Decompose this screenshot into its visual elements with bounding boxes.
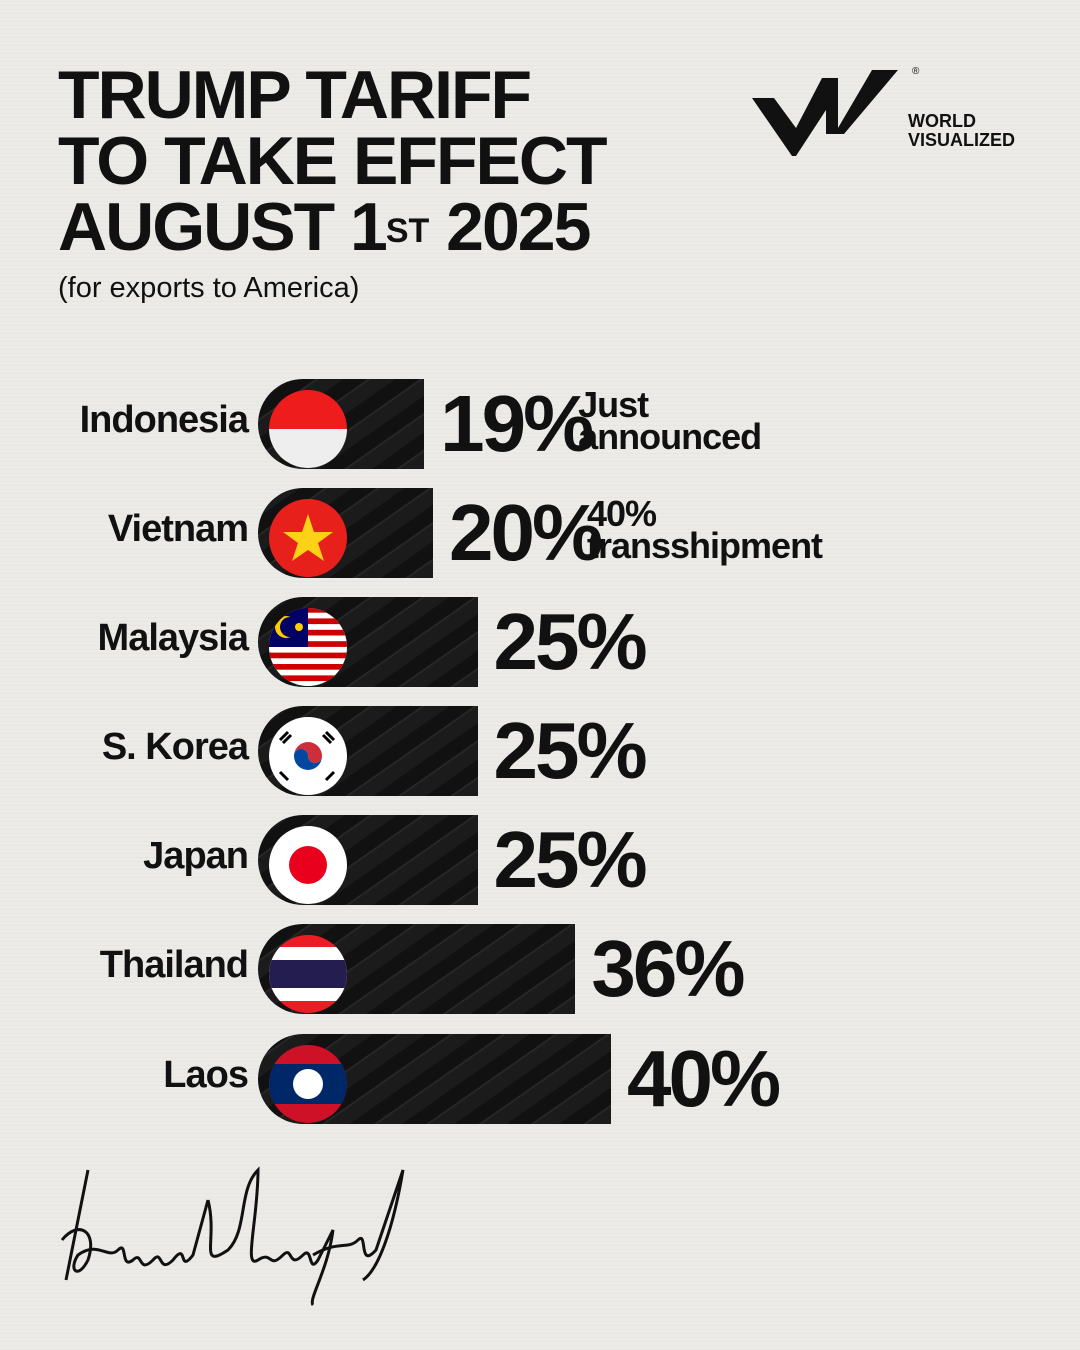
bar-row-2: Malaysia 25% xyxy=(0,593,1080,691)
value-label: 20% xyxy=(449,488,603,577)
registered-mark: ® xyxy=(912,66,920,77)
page-title: TRUMP TARIFF TO TAKE EFFECT AUGUST 1ST 2… xyxy=(58,57,607,261)
value-label: 36% xyxy=(591,924,745,1013)
annotation: Just announced xyxy=(578,384,762,457)
title-line-3: AUGUST 1ST 2025 xyxy=(58,193,605,261)
title-line-1: TRUMP TARIFF xyxy=(58,57,532,133)
title-date: AUGUST 1 xyxy=(58,189,388,265)
bar-row-4: Japan 25% xyxy=(0,811,1080,909)
bar-row-1: Vietnam 20% 40% transshipment xyxy=(0,484,1080,582)
malaysia-flag-icon xyxy=(268,607,348,687)
logo-line-2: VISUALIZED xyxy=(908,130,1016,150)
south-korea-flag-icon xyxy=(268,716,348,796)
country-label: S. Korea xyxy=(101,726,249,768)
country-label: Japan xyxy=(143,835,249,877)
annotation-line-2: transshipment xyxy=(587,525,823,566)
bar-row-5: Thailand 36% xyxy=(0,920,1080,1018)
value-label: 40% xyxy=(627,1034,781,1123)
signature xyxy=(60,1166,405,1307)
indonesia-flag-icon xyxy=(268,389,348,469)
country-label: Laos xyxy=(163,1054,249,1096)
laos-flag-icon xyxy=(268,1044,348,1124)
country-label: Indonesia xyxy=(79,399,249,441)
title-date-suffix: ST xyxy=(385,212,430,250)
title-year: 2025 xyxy=(429,189,591,265)
country-label: Malaysia xyxy=(97,617,249,659)
annotation: 40% transshipment xyxy=(587,493,823,566)
bar-row-6: Laos 40% xyxy=(0,1030,1080,1128)
annotation-line-2: announced xyxy=(578,416,762,457)
logo-text: WORLD VISUALIZED xyxy=(908,112,1015,150)
title-line-2: TO TAKE EFFECT xyxy=(58,123,607,199)
japan-flag-icon xyxy=(268,825,348,905)
value-label: 19% xyxy=(440,379,594,468)
world-visualized-logo-icon xyxy=(752,70,898,156)
bar-row-3: S. Korea 25% xyxy=(0,702,1080,800)
annotation-line-1: 40% xyxy=(587,493,657,534)
vietnam-flag-icon xyxy=(268,498,348,578)
annotation-line-1: Just xyxy=(578,384,649,425)
value-label: 25% xyxy=(493,706,648,795)
subtitle: (for exports to America) xyxy=(58,272,360,304)
logo-line-1: WORLD xyxy=(908,111,976,131)
country-label: Vietnam xyxy=(107,508,249,550)
bar-row-0: Indonesia 19% Just announced xyxy=(0,375,1080,473)
value-label: 25% xyxy=(493,815,648,904)
thailand-flag-icon xyxy=(268,934,348,1014)
value-label: 25% xyxy=(493,597,648,686)
country-label: Thailand xyxy=(99,944,249,986)
